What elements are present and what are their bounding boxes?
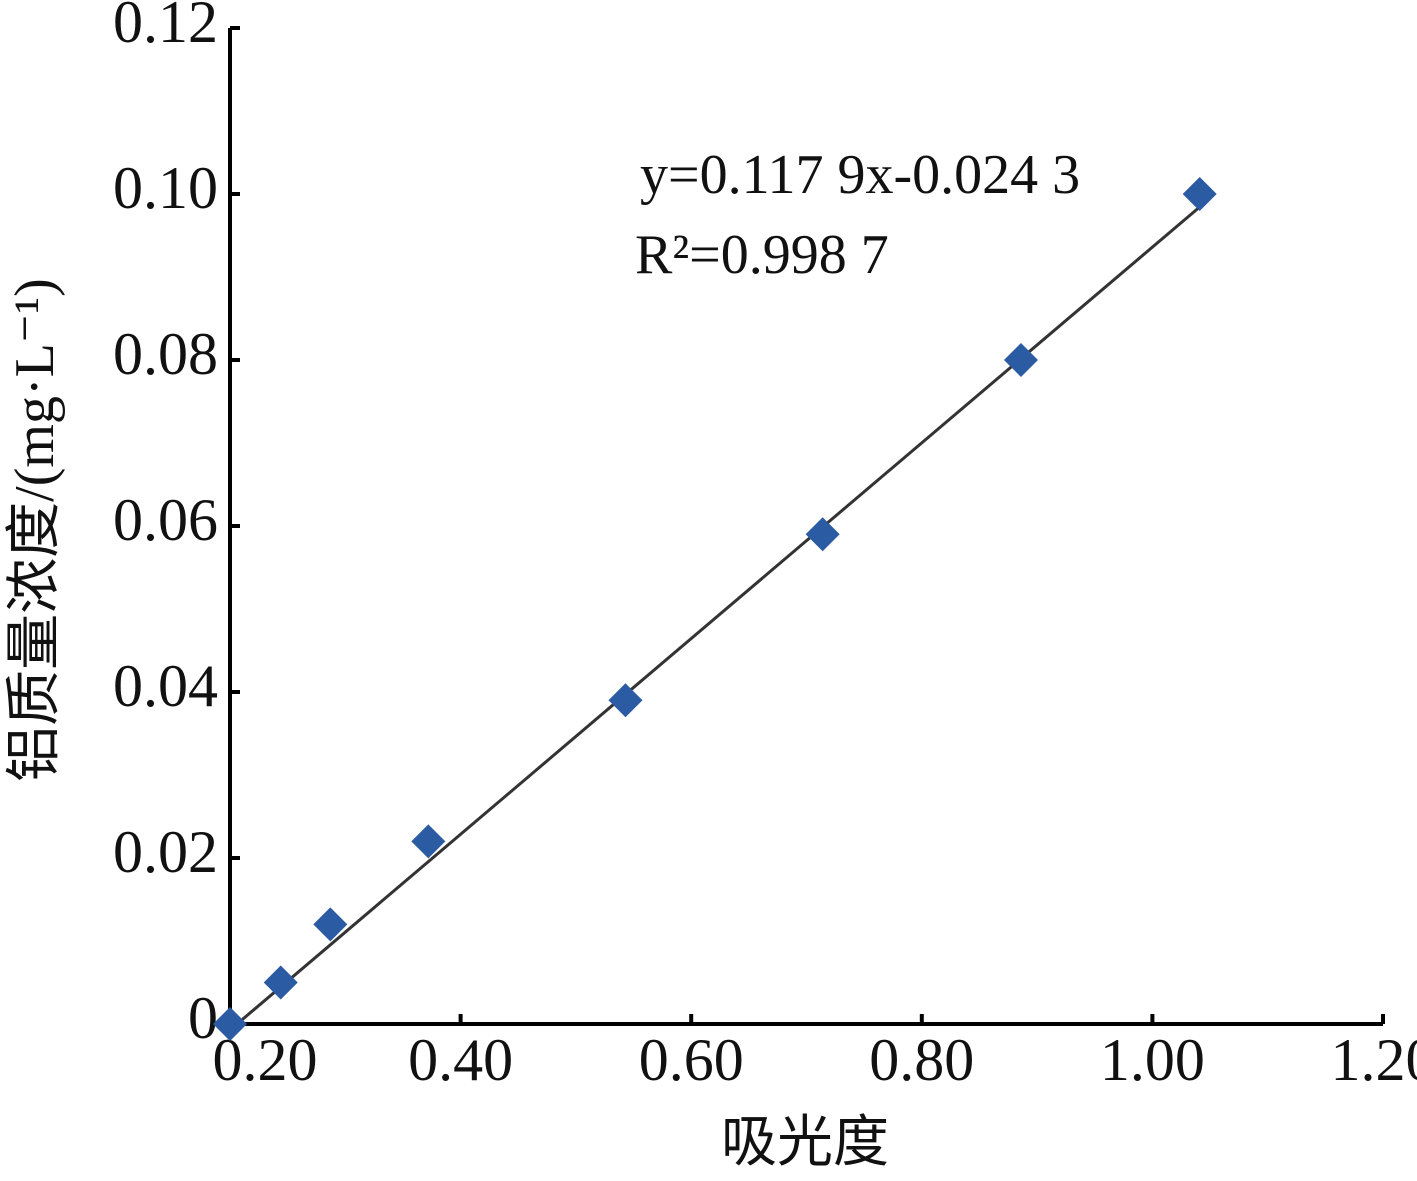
marker: [411, 824, 446, 859]
x-tick-label: 0.60: [639, 1027, 744, 1093]
x-tick-label: 0.80: [869, 1027, 974, 1093]
marker: [213, 1007, 247, 1041]
marker: [1182, 177, 1217, 211]
marker: [1003, 343, 1038, 377]
x-tick-label: 1.00: [1100, 1027, 1205, 1093]
y-tick-label: 0.08: [113, 321, 218, 387]
x-tick-label: 1.20: [1331, 1027, 1417, 1093]
y-tick-label: 0.10: [113, 155, 218, 221]
y-tick-label: 0.12: [113, 0, 218, 55]
equation: y=0.117 9x-0.024 3: [640, 144, 1080, 206]
marker: [313, 907, 348, 942]
x-axis-title: 吸光度: [721, 1112, 889, 1174]
r-squared: R²=0.998 7: [635, 224, 889, 286]
marker: [805, 517, 840, 552]
y-tick-label: 0.04: [113, 653, 218, 719]
y-tick-label: 0.02: [113, 819, 218, 885]
marker: [608, 683, 643, 718]
y-tick-label: 0: [188, 985, 218, 1051]
x-tick-label: 0.40: [408, 1027, 513, 1093]
y-tick-label: 0.06: [113, 487, 218, 553]
y-axis-title: 铝质量浓度/(mg·L⁻¹): [4, 278, 66, 782]
trendline: [229, 205, 1201, 1032]
marker: [263, 965, 298, 1000]
